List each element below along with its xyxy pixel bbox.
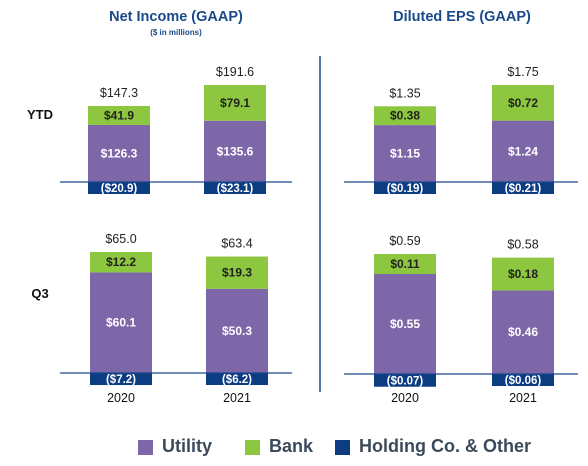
- legend-swatch-utility: [138, 440, 153, 455]
- bar-bank-2021: [206, 256, 268, 289]
- label-holding-2021: ($0.06): [505, 375, 542, 387]
- bar-bank-2020: [374, 254, 436, 274]
- category-label-2021: 2021: [509, 391, 537, 405]
- bar-utility-2020: [374, 125, 436, 182]
- label-bank-2021: $0.18: [508, 267, 538, 281]
- label-holding-2020: ($0.19): [387, 183, 424, 195]
- bar-bank-2020: [90, 252, 152, 273]
- label-bank-2021: $19.3: [222, 266, 252, 280]
- row-label: Q3: [31, 286, 48, 301]
- legend-label-utility: Utility: [162, 436, 213, 456]
- label-utility-2021: $0.46: [508, 325, 538, 339]
- label-holding-2020: ($20.9): [101, 183, 138, 195]
- label-total-2020: $1.35: [389, 86, 420, 100]
- label-holding-2021: ($23.1): [217, 183, 254, 195]
- bar-bank-2021: [204, 85, 266, 121]
- financial-results-chart: Net Income (GAAP) ($ in millions) YTD ($20.…: [27, 9, 578, 405]
- chart-title: Net Income (GAAP): [109, 9, 243, 25]
- bar-holding-2021: [206, 373, 268, 385]
- chart-subtitle: ($ in millions): [150, 28, 202, 37]
- label-holding-2020: ($7.2): [106, 374, 136, 386]
- bar-utility-2020: [88, 124, 150, 182]
- bar-utility-2021: [206, 288, 268, 373]
- label-utility-2020: $0.55: [390, 317, 420, 331]
- label-total-2020: $147.3: [100, 86, 138, 100]
- bar-utility-2021: [492, 290, 554, 374]
- label-total-2021: $1.75: [507, 65, 538, 79]
- label-bank-2020: $0.38: [390, 109, 420, 123]
- bar-holding-2020: [374, 374, 436, 387]
- legend: Utility Bank Holding Co. & Other: [0, 434, 588, 460]
- label-bank-2020: $12.2: [106, 255, 136, 269]
- bar-holding-2020: [374, 182, 436, 194]
- bar-bank-2021: [492, 257, 554, 291]
- bar-bank-2020: [88, 106, 150, 125]
- label-total-2021: $63.4: [221, 237, 252, 251]
- label-utility-2020: $126.3: [101, 146, 138, 160]
- bar-holding-2020: [88, 182, 150, 194]
- label-bank-2021: $0.72: [508, 96, 538, 110]
- bar-holding-2020: [90, 373, 152, 386]
- row-label: YTD: [27, 107, 53, 122]
- category-label-2020: 2020: [391, 391, 419, 405]
- label-holding-2021: ($6.2): [222, 374, 252, 386]
- label-total-2021: $191.6: [216, 65, 254, 79]
- legend-label-bank: Bank: [269, 436, 314, 456]
- label-bank-2020: $41.9: [104, 108, 134, 122]
- bar-utility-2020: [90, 272, 152, 373]
- label-utility-2020: $1.15: [390, 147, 420, 161]
- category-label-2020: 2020: [107, 391, 135, 405]
- legend-swatch-holding: [335, 440, 350, 455]
- label-utility-2021: $50.3: [222, 324, 252, 338]
- label-bank-2021: $79.1: [220, 96, 250, 110]
- bar-bank-2020: [374, 106, 436, 126]
- label-utility-2020: $60.1: [106, 316, 136, 330]
- label-utility-2021: $135.6: [217, 144, 254, 158]
- bar-utility-2020: [374, 274, 436, 374]
- legend-label-holding: Holding Co. & Other: [359, 436, 531, 456]
- label-utility-2021: $1.24: [508, 144, 538, 158]
- label-bank-2020: $0.11: [390, 257, 420, 271]
- bar-bank-2021: [492, 85, 554, 121]
- chart-title: Diluted EPS (GAAP): [393, 9, 531, 25]
- label-total-2020: $65.0: [105, 232, 136, 246]
- legend-swatch-bank: [245, 440, 260, 455]
- label-total-2021: $0.58: [507, 238, 538, 252]
- category-label-2021: 2021: [223, 391, 251, 405]
- bar-utility-2021: [204, 120, 266, 182]
- label-total-2020: $0.59: [389, 234, 420, 248]
- label-holding-2021: ($0.21): [505, 183, 542, 195]
- bar-utility-2021: [492, 120, 554, 182]
- bar-holding-2021: [492, 182, 554, 194]
- label-holding-2020: ($0.07): [387, 376, 424, 388]
- bar-holding-2021: [204, 182, 266, 194]
- bar-holding-2021: [492, 374, 554, 386]
